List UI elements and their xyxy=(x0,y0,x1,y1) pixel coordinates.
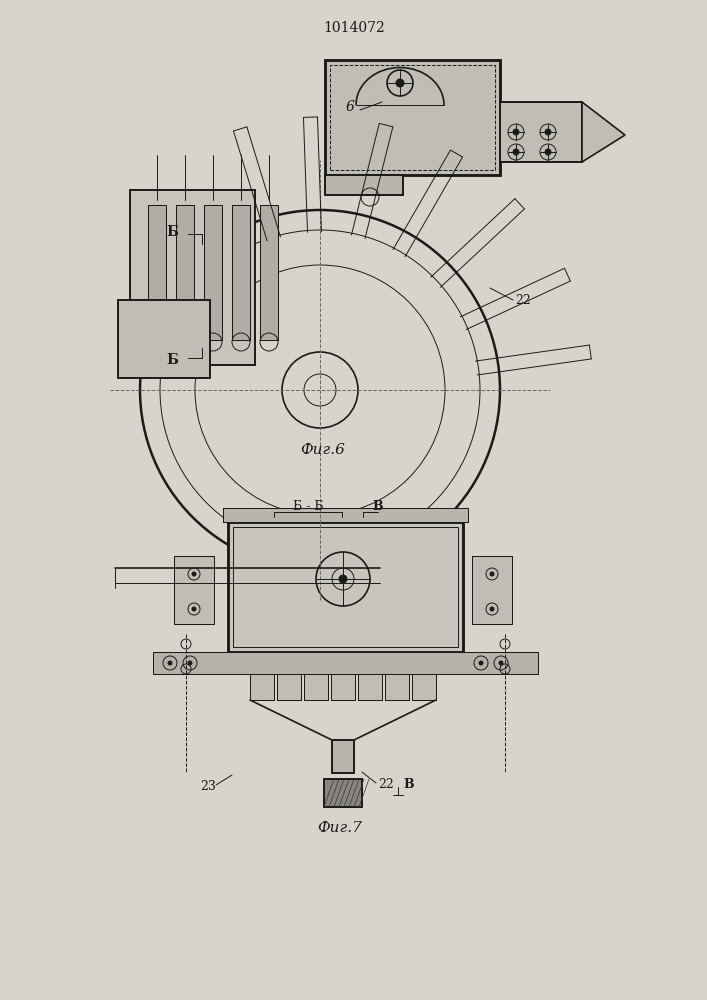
Text: 23: 23 xyxy=(200,780,216,794)
Bar xyxy=(148,205,166,340)
Bar xyxy=(250,674,274,700)
Bar xyxy=(233,527,458,647)
Bar xyxy=(500,102,582,162)
Bar xyxy=(385,674,409,700)
Bar xyxy=(332,740,354,773)
Circle shape xyxy=(513,149,519,155)
Bar xyxy=(332,740,354,773)
Bar xyxy=(223,508,468,522)
Text: Фиг.6: Фиг.6 xyxy=(300,443,346,457)
Bar xyxy=(204,205,222,340)
Text: 22: 22 xyxy=(378,778,394,792)
Bar xyxy=(324,779,362,807)
Circle shape xyxy=(545,129,551,135)
Bar xyxy=(232,205,250,340)
Bar xyxy=(260,205,278,340)
Circle shape xyxy=(499,661,503,665)
Bar xyxy=(358,674,382,700)
Bar xyxy=(277,674,301,700)
Circle shape xyxy=(479,661,483,665)
Bar xyxy=(277,674,301,700)
Text: Б - Б: Б - Б xyxy=(293,500,323,514)
Bar xyxy=(325,175,403,195)
Bar xyxy=(325,175,403,195)
Bar xyxy=(130,190,255,365)
Bar xyxy=(325,60,500,175)
Bar xyxy=(153,652,538,674)
Bar xyxy=(358,674,382,700)
Circle shape xyxy=(339,575,347,583)
Bar xyxy=(330,65,495,170)
Text: 1014072: 1014072 xyxy=(323,21,385,35)
Circle shape xyxy=(513,129,519,135)
Bar xyxy=(223,508,468,522)
Bar xyxy=(174,556,214,624)
Text: Фиг.7: Фиг.7 xyxy=(317,821,363,835)
Text: В: В xyxy=(373,500,383,514)
Text: 6: 6 xyxy=(346,100,354,114)
Bar xyxy=(412,674,436,700)
Bar xyxy=(325,60,500,175)
Circle shape xyxy=(168,661,172,665)
Bar xyxy=(176,205,194,340)
Bar xyxy=(260,205,278,340)
Bar xyxy=(118,300,210,378)
Bar xyxy=(118,300,210,378)
Text: Б: Б xyxy=(166,225,178,239)
Circle shape xyxy=(396,79,404,87)
Circle shape xyxy=(192,607,196,611)
Circle shape xyxy=(490,607,494,611)
Bar xyxy=(176,205,194,340)
Bar xyxy=(324,779,362,807)
Polygon shape xyxy=(582,102,625,162)
Circle shape xyxy=(192,572,196,576)
Text: 22: 22 xyxy=(515,294,531,306)
Text: В: В xyxy=(403,778,414,792)
Bar xyxy=(500,102,582,162)
Bar xyxy=(204,205,222,340)
Circle shape xyxy=(545,149,551,155)
Text: Б: Б xyxy=(166,353,178,367)
Bar xyxy=(228,522,463,652)
Bar xyxy=(228,522,463,652)
Bar xyxy=(130,190,255,365)
Bar xyxy=(385,674,409,700)
Bar xyxy=(153,652,538,674)
Bar xyxy=(331,674,355,700)
Bar xyxy=(148,205,166,340)
Bar xyxy=(472,556,512,624)
Bar xyxy=(472,556,512,624)
Bar xyxy=(250,674,274,700)
Bar xyxy=(174,556,214,624)
Circle shape xyxy=(188,661,192,665)
Bar xyxy=(232,205,250,340)
Bar xyxy=(331,674,355,700)
Circle shape xyxy=(490,572,494,576)
Bar xyxy=(304,674,328,700)
Bar xyxy=(304,674,328,700)
Bar xyxy=(412,674,436,700)
